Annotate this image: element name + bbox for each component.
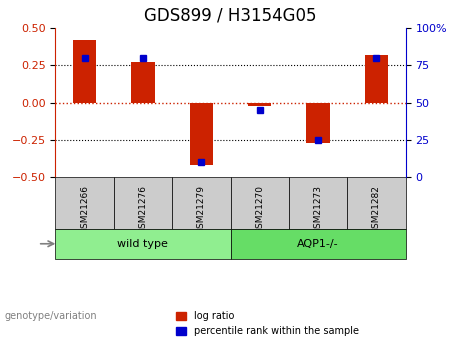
FancyBboxPatch shape (114, 177, 172, 229)
FancyBboxPatch shape (230, 177, 289, 229)
FancyBboxPatch shape (289, 177, 347, 229)
FancyBboxPatch shape (172, 177, 230, 229)
Text: wild type: wild type (118, 239, 168, 249)
FancyBboxPatch shape (347, 177, 406, 229)
Text: GSM21273: GSM21273 (313, 185, 323, 234)
Legend: log ratio, percentile rank within the sample: log ratio, percentile rank within the sa… (172, 307, 362, 340)
Text: genotype/variation: genotype/variation (5, 311, 97, 321)
Bar (73, 40, 96, 102)
Bar (131, 62, 154, 102)
Text: GSM21279: GSM21279 (197, 185, 206, 234)
Text: AQP1-/-: AQP1-/- (297, 239, 339, 249)
Bar (365, 55, 388, 102)
Bar (189, 102, 213, 166)
Text: GSM21270: GSM21270 (255, 185, 264, 234)
Text: GSM21276: GSM21276 (138, 185, 148, 234)
Bar (307, 102, 330, 143)
FancyBboxPatch shape (55, 177, 114, 229)
Bar (248, 102, 272, 106)
Text: GSM21266: GSM21266 (80, 185, 89, 234)
FancyBboxPatch shape (55, 229, 230, 259)
Text: GSM21282: GSM21282 (372, 185, 381, 234)
Title: GDS899 / H3154G05: GDS899 / H3154G05 (144, 7, 317, 24)
FancyBboxPatch shape (230, 229, 406, 259)
